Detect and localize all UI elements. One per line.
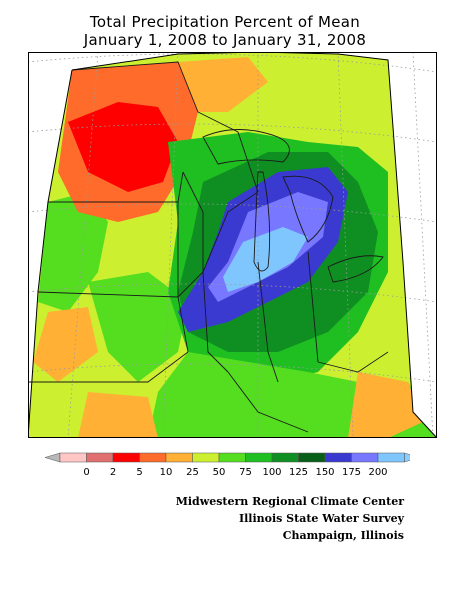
legend-label: 25 bbox=[186, 467, 199, 478]
precipitation-map bbox=[28, 52, 437, 438]
legend-under-arrow bbox=[44, 452, 61, 463]
legend-swatch bbox=[192, 452, 220, 463]
legend-swatch bbox=[86, 452, 114, 463]
map-date-range: January 1, 2008 to January 31, 2008 bbox=[83, 31, 367, 49]
legend-swatch bbox=[139, 452, 167, 463]
legend-swatch bbox=[324, 452, 352, 463]
credit-organization: Midwestern Regional Climate Center bbox=[175, 495, 404, 508]
legend-label: 0 bbox=[83, 467, 89, 478]
legend-label: 125 bbox=[289, 467, 308, 478]
graticule bbox=[28, 52, 437, 438]
great-lakes bbox=[202, 129, 384, 283]
legend-label: 100 bbox=[262, 467, 281, 478]
legend-label: 75 bbox=[239, 467, 252, 478]
legend-label: 150 bbox=[315, 467, 334, 478]
legend-swatch bbox=[59, 452, 87, 463]
legend-swatch bbox=[165, 452, 193, 463]
legend-swatch bbox=[245, 452, 273, 463]
legend-label: 10 bbox=[160, 467, 173, 478]
legend-swatch bbox=[377, 452, 405, 463]
legend-bar bbox=[44, 452, 410, 463]
legend-swatch bbox=[112, 452, 140, 463]
map-title: Total Precipitation Percent of Mean bbox=[89, 13, 361, 31]
legend-swatch bbox=[351, 452, 379, 463]
region-outline bbox=[71, 52, 437, 438]
legend-label: 2 bbox=[110, 467, 116, 478]
color-legend: 0 2 5 10 25 50 75 100 125 150 175 200 bbox=[44, 452, 410, 478]
legend-label: 200 bbox=[368, 467, 387, 478]
legend-label: 5 bbox=[136, 467, 142, 478]
legend-over-arrow bbox=[404, 452, 410, 463]
precipitation-fill bbox=[28, 52, 437, 438]
legend-label: 50 bbox=[213, 467, 226, 478]
legend-swatch bbox=[271, 452, 299, 463]
legend-label: 175 bbox=[342, 467, 361, 478]
map-frame bbox=[28, 52, 437, 438]
state-boundaries bbox=[28, 61, 389, 433]
credit-agency: Illinois State Water Survey bbox=[238, 512, 404, 525]
legend-swatch bbox=[218, 452, 246, 463]
legend-labels: 0 2 5 10 25 50 75 100 125 150 175 200 bbox=[83, 467, 387, 478]
credit-location: Champaign, Illinois bbox=[282, 529, 404, 542]
region-outline-west bbox=[28, 69, 73, 438]
legend-swatch bbox=[298, 452, 326, 463]
